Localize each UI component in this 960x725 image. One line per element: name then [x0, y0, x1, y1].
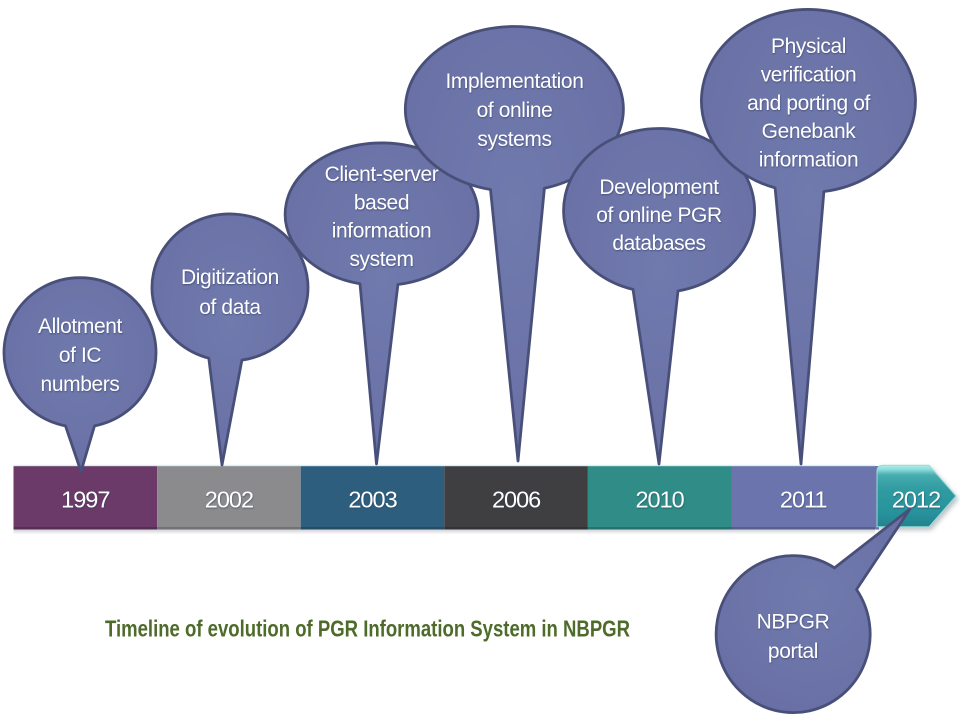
svg-text:numbers: numbers — [41, 373, 120, 396]
svg-text:Timeline of evolution of PGR I: Timeline of evolution of PGR Information… — [105, 616, 630, 642]
svg-text:systems: systems — [477, 128, 551, 151]
svg-text:2003: 2003 — [348, 487, 397, 513]
svg-text:based: based — [354, 191, 409, 214]
svg-text:2002: 2002 — [205, 487, 253, 513]
svg-text:databases: databases — [612, 232, 705, 255]
svg-text:verification: verification — [761, 64, 857, 87]
svg-text:of online PGR: of online PGR — [596, 204, 722, 227]
svg-text:NBPGR: NBPGR — [757, 611, 830, 634]
svg-text:of IC: of IC — [59, 344, 102, 367]
svg-text:information: information — [759, 148, 858, 171]
svg-text:Client-server: Client-server — [325, 163, 439, 186]
svg-text:and porting of: and porting of — [747, 92, 870, 115]
svg-text:of online: of online — [477, 99, 553, 122]
svg-text:2011: 2011 — [780, 487, 827, 513]
svg-text:Physical: Physical — [771, 35, 846, 58]
svg-text:Genebank: Genebank — [762, 120, 857, 143]
svg-text:2012: 2012 — [892, 487, 940, 513]
svg-text:system: system — [349, 248, 413, 271]
svg-text:Development: Development — [599, 176, 719, 199]
svg-text:of data: of data — [199, 296, 261, 319]
svg-text:Digitization: Digitization — [181, 266, 279, 289]
svg-text:1997: 1997 — [61, 487, 109, 513]
svg-text:2010: 2010 — [635, 487, 684, 513]
svg-text:information: information — [332, 220, 431, 243]
svg-text:Allotment: Allotment — [38, 315, 123, 338]
svg-text:Implementation: Implementation — [446, 70, 584, 93]
svg-text:2006: 2006 — [492, 487, 541, 513]
svg-text:portal: portal — [768, 640, 818, 663]
